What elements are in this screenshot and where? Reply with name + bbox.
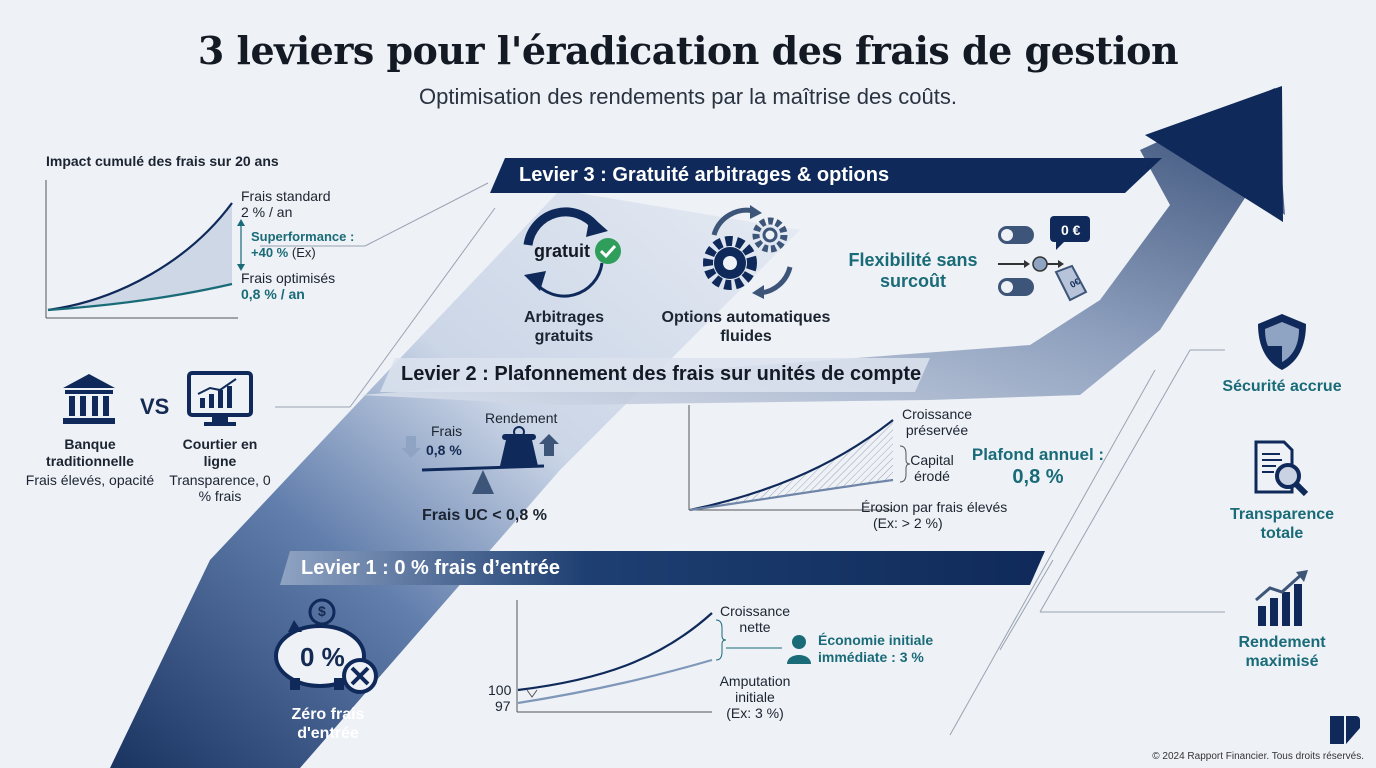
amputated-curve (517, 658, 713, 705)
annual-cap-label: Plafond annuel : (971, 445, 1105, 464)
erosion-label: Érosion par frais élevés (861, 499, 1008, 515)
automatic-options-label: Options automatiques fluides (661, 309, 831, 345)
shield-icon (1258, 314, 1306, 370)
broker-name: Courtier en ligne (182, 436, 258, 469)
bank-icon (63, 374, 115, 424)
impact-chart (45, 180, 245, 319)
growth-chart-icon (1255, 570, 1308, 626)
coin-symbol: $ (318, 603, 326, 619)
zero-entry-fees-label: Zéro frais d'entrée (291, 706, 365, 742)
superformance-value: +40 % (251, 245, 289, 260)
superformance-note: (Ex) (291, 245, 316, 260)
band-lever2 (380, 358, 930, 392)
tick-100: 100 (488, 682, 512, 698)
page-subtitle: Optimisation des rendements par la maîtr… (418, 84, 958, 109)
standard-fees-value: 2 % / an (241, 204, 293, 220)
automatic-options-gears-icon (703, 205, 793, 299)
versus-label: VS (140, 394, 170, 419)
diagonal-ramp (110, 190, 800, 768)
connector-lines (260, 182, 1225, 736)
copyright: © 2024 Rapport Financier. Tous droits ré… (1152, 751, 1364, 762)
uc-cap-label: Frais UC < 0,8 % (422, 507, 547, 524)
initial-saving-label: Économie initiale immédiate : 3 % (818, 632, 934, 665)
optimised-fees-value: 0,8 % / an (241, 286, 305, 302)
optimised-fees-label: Frais optimisés (241, 270, 336, 286)
zero-percent-piggy: 0 % (300, 642, 345, 672)
eroded-capital-label: Capital érodé (910, 452, 954, 484)
tick-97: 97 (495, 698, 511, 714)
transparency-label: Transparence totale (1229, 506, 1335, 542)
erosion-note: (Ex: > 2 %) (873, 515, 943, 531)
return-label: Rendement (485, 410, 558, 426)
band-lever1 (280, 551, 1045, 585)
preserved-growth-curve (689, 419, 894, 512)
flexibility-label: Flexibilité sans surcoût (848, 250, 978, 291)
free-arbitrage-label: Arbitrages gratuits (523, 309, 605, 345)
arrow-head (1145, 86, 1283, 222)
page-title: 3 leviers pour l'éradication des frais d… (197, 28, 1179, 73)
logo-icon (1330, 716, 1360, 744)
person-icon (787, 635, 811, 664)
bank-description: Frais élevés, opacité (25, 472, 155, 488)
lever1-chart (516, 600, 782, 713)
zero-euro-tag: 0 € (1061, 222, 1081, 238)
initial-amputation-label: Amputation initiale (719, 673, 791, 705)
band-lever3 (490, 158, 1162, 193)
lever3-title: Levier 3 : Gratuité arbitrages & options (519, 164, 890, 186)
fees-value: 0,8 % (426, 442, 462, 458)
toggle-price-icon (998, 216, 1090, 302)
initial-amputation-note: (Ex: 3 %) (726, 705, 784, 721)
fees-label: Frais (431, 423, 463, 439)
impact-area (48, 203, 232, 310)
optimised-fees-curve (47, 282, 233, 312)
net-growth-curve (517, 612, 713, 692)
lever2-title: Levier 2 : Plafonnement des frais sur un… (401, 363, 922, 385)
erosion-curve (689, 478, 894, 512)
capital-eroded-area (690, 420, 893, 510)
return-maximised-label: Rendement maximisé (1238, 634, 1326, 670)
annual-cap-value: 0,8 % (1012, 466, 1064, 488)
broker-screen-icon (187, 371, 253, 426)
gratuit-badge: gratuit (534, 241, 590, 261)
fees-scale-icon (402, 426, 559, 494)
lever2-chart (688, 405, 911, 512)
impact-chart-heading: Impact cumulé des frais sur 20 ans (46, 153, 279, 169)
preserved-growth-label: Croissance préservée (901, 406, 973, 438)
superformance-line: +40 % (Ex) (251, 245, 316, 261)
lever1-title: Levier 1 : 0 % frais d’entrée (301, 557, 561, 579)
standard-fees-label: Frais standard (241, 188, 331, 204)
standard-fees-curve (47, 202, 233, 312)
piggy-bank-icon (274, 598, 378, 694)
net-growth-label: Croissance nette (719, 603, 791, 635)
security-label: Sécurité accrue (1222, 378, 1342, 395)
arbitrage-cycle-icon (523, 207, 621, 298)
superformance-label: Superformance : (251, 229, 355, 244)
document-magnifier-icon (1254, 440, 1309, 497)
broker-description: Transparence, 0 % frais (169, 472, 271, 504)
bank-name: Banque traditionnelle (46, 436, 134, 469)
